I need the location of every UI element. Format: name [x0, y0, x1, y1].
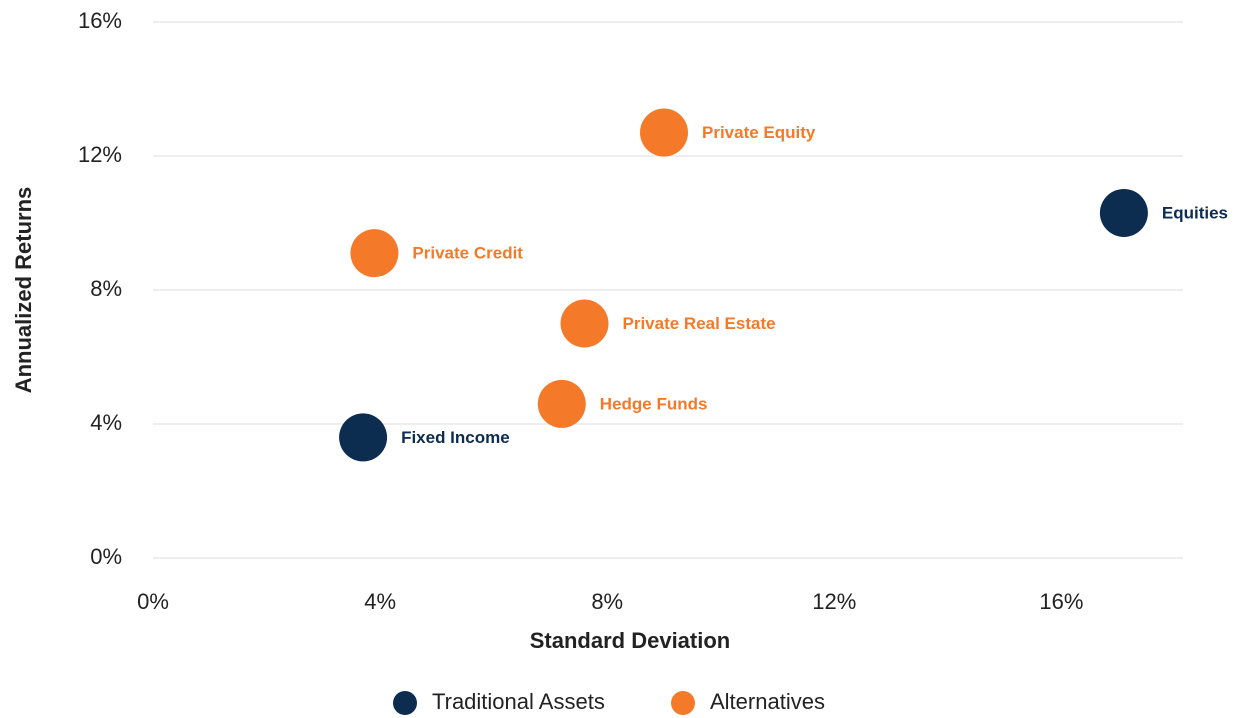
point: [1099, 188, 1148, 237]
x-tick-label: 4%: [364, 589, 396, 614]
point: [640, 108, 688, 157]
x-tick-label: 16%: [1039, 589, 1083, 614]
point-label: Private Credit: [412, 244, 523, 263]
legend-label: Traditional Assets: [432, 689, 605, 714]
y-tick-label: 8%: [90, 276, 122, 301]
point-label: Fixed Income: [401, 428, 510, 447]
x-tick-label: 12%: [812, 589, 856, 614]
x-tick-label: 0%: [137, 589, 169, 614]
y-tick-label: 0%: [90, 544, 122, 569]
point-label: Equities: [1162, 203, 1228, 222]
point-label: Hedge Funds: [600, 394, 708, 413]
x-tick-label: 8%: [591, 589, 623, 614]
legend-marker: [393, 691, 417, 715]
point-label: Private Real Estate: [623, 314, 776, 333]
x-axis-title: Standard Deviation: [530, 628, 730, 653]
point: [339, 413, 388, 462]
y-tick-label: 4%: [90, 410, 122, 435]
point-label: Private Equity: [702, 123, 816, 142]
legend-marker: [671, 691, 695, 715]
y-tick-label: 16%: [78, 8, 122, 33]
point: [537, 379, 586, 428]
y-axis-title: Annualized Returns: [11, 187, 36, 394]
point: [560, 299, 609, 348]
legend-label: Alternatives: [710, 689, 825, 714]
point: [350, 229, 399, 278]
y-tick-label: 12%: [78, 142, 122, 167]
